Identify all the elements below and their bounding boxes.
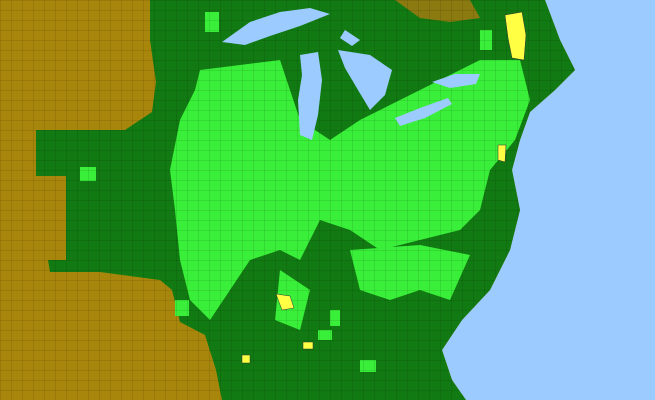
lake-michigan xyxy=(298,52,322,140)
lake-huron xyxy=(338,50,392,110)
lake-nipigon xyxy=(340,30,360,46)
yellow-counties xyxy=(241,11,527,364)
great-lakes xyxy=(222,8,480,140)
county xyxy=(302,341,314,350)
lake-erie xyxy=(395,98,452,126)
county xyxy=(241,354,251,364)
lake-superior xyxy=(222,8,330,45)
county xyxy=(504,11,527,61)
county-lines xyxy=(0,0,575,400)
county xyxy=(497,144,507,163)
county xyxy=(275,293,295,311)
lake-ontario xyxy=(432,74,480,88)
